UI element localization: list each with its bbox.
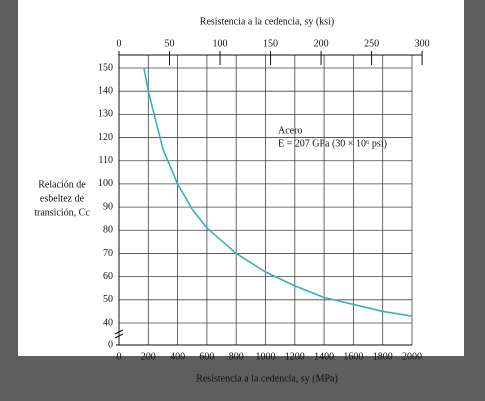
x-tick-label: 600 (199, 351, 214, 362)
y-tick-label: 70 (103, 248, 113, 259)
x-tick-label: 400 (170, 351, 185, 362)
y-tick-label: 60 (103, 271, 113, 282)
y-tick-label: 0 (108, 339, 113, 350)
top-tick-label: 100 (213, 38, 228, 49)
y-tick-label: 140 (98, 85, 113, 96)
y-tick-label: 120 (98, 132, 113, 143)
y-tick-label: 130 (98, 109, 113, 120)
x-tick-label: 1200 (285, 351, 305, 362)
curve (143, 67, 413, 317)
top-tick-label: 150 (263, 38, 278, 49)
y-tick-label: 40 (103, 317, 113, 328)
top-tick-label: 0 (117, 38, 122, 49)
x-tick-label: 2000 (402, 351, 422, 362)
annotation: E = 207 GPa (30 × 10⁶ psi) (278, 138, 387, 149)
top-axis-title: Resistencia a la cedencia, sy (ksi) (200, 16, 334, 27)
x-tick-label: 1000 (256, 351, 276, 362)
x-tick-label: 1600 (343, 351, 363, 362)
y-tick-label: 100 (98, 178, 113, 189)
x-tick-label: 800 (229, 351, 244, 362)
x-tick-label: 0 (117, 351, 122, 362)
x-tick-label: 1800 (373, 351, 393, 362)
y-tick-label: 90 (103, 201, 113, 212)
x-tick-label: 1400 (314, 351, 334, 362)
y-axis-title: Relación de (38, 179, 86, 190)
top-tick-label: 50 (165, 38, 175, 49)
x-tick-label: 200 (141, 351, 156, 362)
x-axis-title: Resistencia a la cedencia, sy (MPa) (196, 373, 338, 384)
y-tick-label: 50 (103, 294, 113, 305)
y-tick-label: 150 (98, 62, 113, 73)
y-tick-label: 80 (103, 225, 113, 236)
top-tick-label: 200 (314, 38, 329, 49)
axis-break (114, 329, 124, 339)
y-axis-title: esbeltez de (40, 193, 85, 204)
top-tick-label: 250 (364, 38, 379, 49)
y-tick-label: 110 (98, 155, 113, 166)
chart-background (18, 0, 464, 356)
annotation: Acero (278, 125, 302, 136)
top-tick-label: 300 (415, 38, 430, 49)
y-axis-title: transición, Cc (34, 207, 90, 218)
